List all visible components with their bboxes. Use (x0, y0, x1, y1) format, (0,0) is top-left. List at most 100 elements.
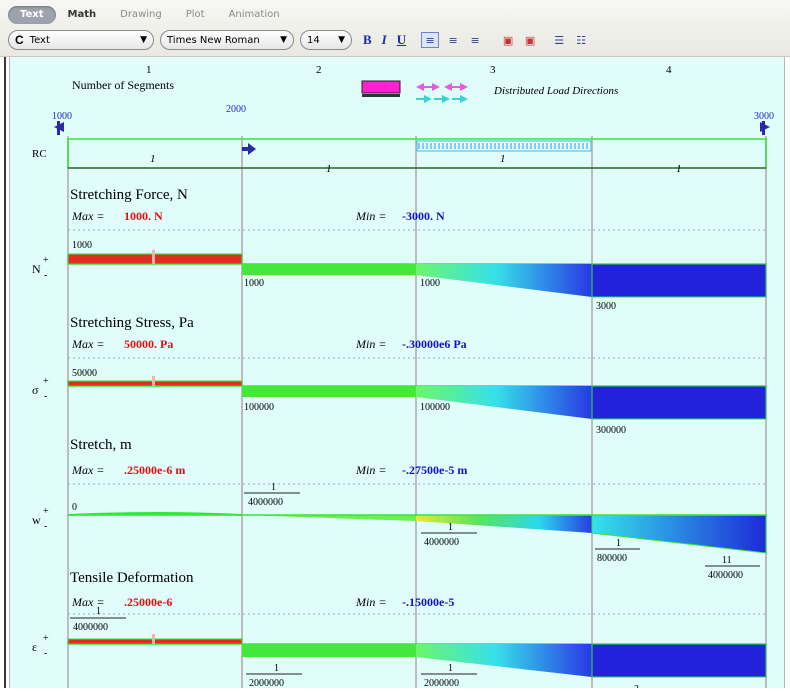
section-title: Stretching Force, N (70, 187, 188, 203)
min-label: Min = (355, 595, 386, 609)
fraction-label: 1 800000 (595, 538, 640, 564)
max-value: 50000. Pa (124, 337, 173, 351)
underline-button[interactable]: U (396, 32, 407, 47)
tab-drawing[interactable]: Drawing (120, 9, 162, 20)
section-title: Stretch, m (70, 437, 132, 453)
marker (152, 634, 155, 644)
segment-number: 2 (316, 64, 322, 76)
minus-sign: - (44, 270, 47, 281)
segment-tag: 1 (676, 163, 682, 175)
tab-text[interactable]: Text (8, 6, 56, 24)
plus-sign: + (43, 633, 49, 644)
value-label: 1000 (72, 240, 92, 251)
font-dropdown[interactable]: Times New Roman ▼ (160, 30, 294, 50)
numbered-list-icon[interactable]: ☷ (576, 33, 587, 47)
value-label: 300000 (596, 425, 626, 436)
fraction-denominator: 4000000 (708, 570, 743, 581)
min-label: Min = (355, 337, 386, 351)
context-toolbar: Text Math Drawing Plot Animation C Text … (0, 0, 790, 57)
min-value: -.27500e-5 m (402, 463, 467, 477)
negative-fill (242, 644, 416, 657)
max-value: .25000e-6 m (124, 463, 185, 477)
fraction-numerator: 1 (271, 482, 276, 493)
fraction-numerator: 3 (634, 684, 639, 688)
segment-number: 1 (146, 64, 152, 76)
negative-fill (242, 515, 416, 521)
min-value: -.15000e-5 (402, 595, 454, 609)
marker (152, 250, 155, 264)
axis-symbol: w (32, 513, 41, 527)
spellcheck-icon[interactable]: ▣ (502, 33, 514, 47)
distributed-load-bar (416, 140, 592, 152)
fraction-numerator: 1 (274, 663, 279, 674)
bold-button[interactable]: B (363, 32, 372, 47)
load-value: 2000 (226, 104, 246, 115)
fraction-label: 1 4000000 (421, 522, 477, 548)
fraction-label: 1 2000000 (246, 663, 302, 689)
style-dropdown[interactable]: C Text ▼ (8, 30, 154, 50)
point-load-left-icon (54, 121, 64, 135)
fraction-label: 1 4000000 (70, 606, 126, 633)
max-value: 1000. N (124, 209, 163, 223)
load-value: 1000 (52, 111, 72, 122)
fraction-denominator: 4000000 (424, 537, 459, 548)
chevron-down-icon: ▼ (140, 35, 147, 45)
tab-plot[interactable]: Plot (185, 9, 205, 20)
min-label: Min = (355, 463, 386, 477)
negative-fill (591, 263, 767, 298)
section-title: Tensile Deformation (70, 570, 194, 586)
max-label: Max = (71, 209, 104, 223)
tab-animation[interactable]: Animation (228, 9, 280, 20)
tab-math[interactable]: Math (67, 9, 97, 20)
negative-fill (416, 264, 592, 297)
align-center-icon[interactable]: ≡ (448, 33, 458, 47)
segment-tag: 1 (326, 163, 332, 175)
spellcheck-options-icon[interactable]: ▣ (524, 33, 536, 47)
font-value: Times New Roman (167, 34, 260, 46)
load-legend-swatch (361, 80, 401, 94)
fraction-denominator: 2000000 (249, 678, 284, 688)
negative-fill (416, 386, 592, 419)
negative-fill (242, 264, 416, 275)
fraction-denominator: 2000000 (424, 678, 459, 688)
fraction-label: 3 (634, 684, 639, 692)
value-label: 1000 (420, 278, 440, 289)
align-left-icon[interactable]: ≡ (421, 32, 440, 48)
min-label: Min = (355, 209, 386, 223)
negative-fill (242, 386, 416, 397)
load-legend-baseline (362, 94, 400, 97)
value-label: 3000 (596, 301, 616, 312)
bullet-list-icon[interactable]: ☰ (554, 33, 565, 47)
fraction-label: 1 2000000 (421, 663, 477, 689)
fraction-numerator: 1 (448, 663, 453, 674)
negative-fill (416, 644, 592, 677)
minus-sign: - (44, 391, 47, 402)
mode-tabs: Text Math Drawing Plot Animation (8, 6, 292, 24)
max-label: Max = (71, 463, 104, 477)
font-size-value: 14 (307, 34, 320, 46)
plus-sign: + (43, 376, 49, 387)
fraction-numerator: 11 (722, 555, 732, 566)
segment-tag: 1 (500, 153, 506, 165)
fraction-denominator: 800000 (597, 553, 627, 564)
rc-label: RC (32, 148, 47, 160)
point-load-mid-icon (242, 143, 256, 155)
fraction-denominator: 4000000 (73, 622, 108, 633)
italic-button[interactable]: I (381, 32, 387, 47)
fraction-numerator: 1 (448, 522, 453, 533)
minus-sign: - (44, 648, 47, 659)
chevron-down-icon: ▼ (280, 35, 287, 45)
distributed-load-hatch (418, 143, 588, 149)
point-load-right-icon (760, 121, 770, 135)
align-right-icon[interactable]: ≡ (470, 33, 480, 47)
fraction-numerator: 1 (96, 606, 101, 617)
format-controls: C Text ▼ Times New Roman ▼ 14 ▼ B I U ≡ … (8, 29, 592, 51)
min-value: -3000. N (402, 209, 445, 223)
segment-number: 4 (666, 64, 672, 76)
fraction-label: 11 4000000 (705, 555, 760, 581)
minus-sign: - (44, 521, 47, 532)
font-size-dropdown[interactable]: 14 ▼ (300, 30, 352, 50)
worksheet: 1 2 3 4 Number of Segments Distributed L… (0, 57, 790, 692)
segment-number: 3 (490, 64, 496, 76)
segment-tag: 1 (150, 153, 156, 165)
